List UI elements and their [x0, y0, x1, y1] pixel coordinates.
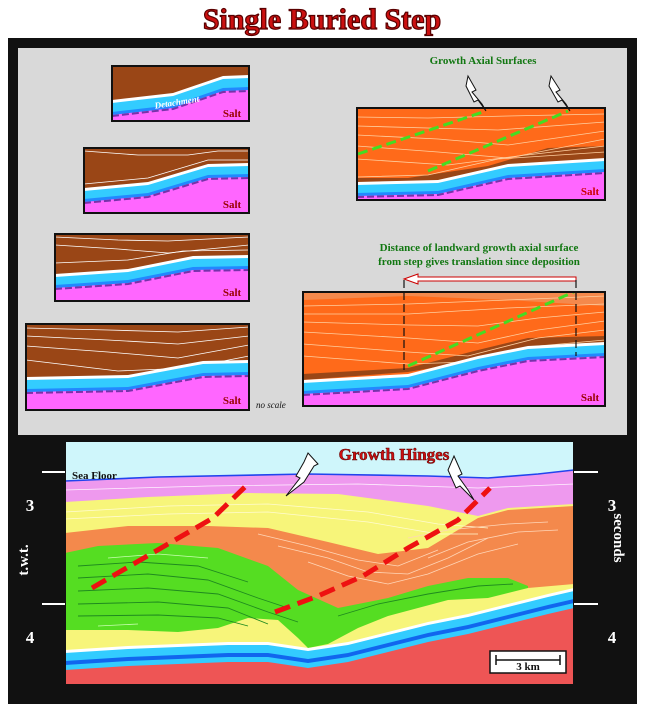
salt-label-growth-axial: Salt — [581, 186, 600, 198]
tick-4-left: 4 — [26, 628, 35, 647]
stage-1-border — [111, 65, 250, 122]
stage-2-border — [83, 147, 250, 214]
stage-3-section — [55, 234, 249, 301]
salt-label-translation: Salt — [581, 392, 600, 404]
salt-label-stage-4: Salt — [223, 395, 242, 407]
stage-4-section — [26, 324, 249, 410]
growth-hinge-line-1 — [90, 480, 252, 591]
stage-1-section — [112, 66, 249, 121]
growth-axial-surface-1 — [357, 109, 487, 156]
title-svg: Single Buried Step — [202, 2, 442, 36]
growth-hinge-line-2 — [274, 486, 492, 615]
seismic-border — [64, 440, 575, 686]
stage-4-border — [25, 323, 250, 411]
tick-3-right: 3 — [608, 496, 617, 515]
growth-axial-section — [357, 108, 605, 200]
growth-axial-border — [356, 107, 606, 201]
title-banner: Single Buried Step — [0, 0, 645, 38]
translation-section — [303, 292, 605, 406]
landward-growth-axial-surface — [407, 292, 578, 368]
translation-heading-line-1: Distance of landward growth axial surfac… — [380, 242, 579, 254]
lightning-pointer-icon-1 — [465, 74, 487, 112]
salt-label-stage-2: Salt — [223, 199, 242, 211]
translation-arrow — [402, 273, 577, 285]
right-axis-label: seconds — [610, 513, 626, 562]
salt-label-stage-3: Salt — [223, 287, 242, 299]
translation-border — [302, 291, 606, 407]
tick-4-right: 4 — [608, 628, 617, 647]
stage-2-section — [84, 148, 249, 213]
lightning-pointer-icon-4 — [447, 454, 475, 501]
tick-3-left: 3 — [26, 496, 35, 515]
diagram-panel: Detachment Salt Salt Salt — [8, 38, 637, 704]
translation-heading-line-2: from step gives translation since deposi… — [378, 256, 580, 268]
scale-bar-box — [489, 650, 567, 674]
sea-floor-label: Sea Floor — [72, 470, 117, 482]
no-scale-note: no scale — [256, 400, 286, 410]
scale-bar-label: 3 km — [516, 661, 540, 673]
lightning-pointer-icon-2 — [548, 74, 571, 112]
diagram-svg: Detachment Salt Salt Salt — [8, 38, 637, 704]
lightning-pointer-icon-3 — [285, 452, 319, 497]
salt-label-stage-1: Salt — [223, 108, 242, 120]
growth-hinges-heading: Growth Hinges — [339, 445, 450, 464]
seismic-section — [65, 441, 574, 685]
stage-3-border — [54, 233, 250, 302]
growth-axial-heading: Growth Axial Surfaces — [430, 55, 537, 67]
left-axis-label: t.w.t. — [16, 544, 32, 575]
growth-axial-surface-2 — [427, 109, 569, 173]
page-title: Single Buried Step — [203, 3, 441, 36]
